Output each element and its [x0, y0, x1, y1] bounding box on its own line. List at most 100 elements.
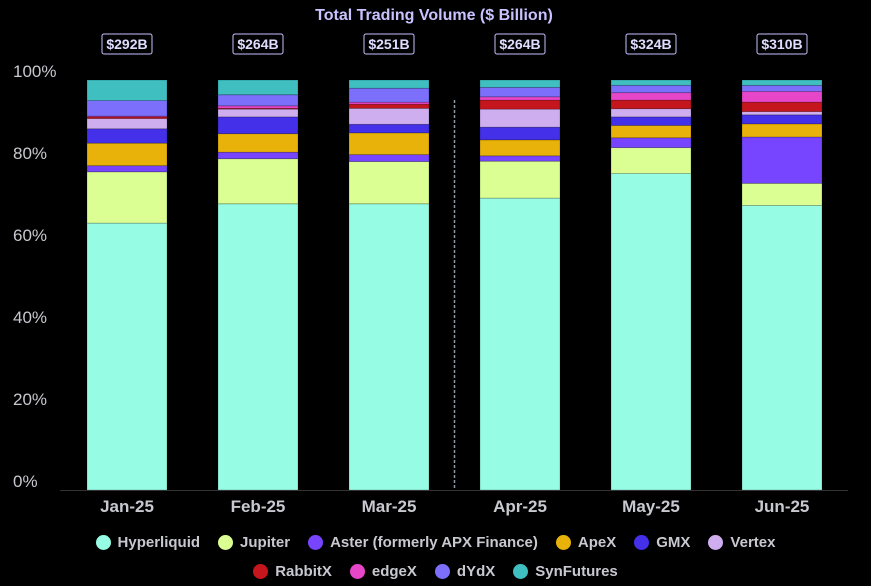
bar-segment-vertex — [479, 108, 561, 128]
total-label: $264B — [237, 36, 278, 52]
bar-segment-aster — [610, 137, 692, 149]
bar-segment-dydx — [741, 84, 823, 92]
bar-segment-rabbitx — [610, 99, 692, 110]
bar-segment-rabbitx — [479, 99, 561, 110]
y-tick-label: 20% — [13, 390, 47, 409]
total-label: $251B — [368, 36, 409, 52]
legend-label: dYdX — [456, 563, 496, 580]
legend-label: RabbitX — [275, 563, 332, 580]
total-label-box — [101, 33, 153, 55]
x-tick-label: Jun-25 — [755, 497, 810, 516]
legend-swatch-icon — [218, 535, 234, 550]
total-label-box — [363, 33, 415, 55]
legend-item[interactable]: Vertex — [708, 534, 775, 551]
bar-segment-aster — [86, 165, 168, 173]
bar-segment-apex — [741, 123, 823, 138]
y-tick-label: 100% — [13, 62, 56, 81]
bar-stack-May-25 — [610, 79, 692, 491]
bar-segment-vertex — [86, 118, 168, 130]
legend-swatch-icon — [253, 564, 269, 579]
bar-segment-vertex — [217, 108, 299, 118]
x-tick-label: Mar-25 — [362, 497, 417, 516]
bar-segment-gmx — [741, 114, 823, 125]
bar-segment-dydx — [479, 86, 561, 98]
bar-segment-synfutures — [348, 79, 430, 89]
legend-item[interactable]: dYdX — [434, 563, 496, 580]
legend-item[interactable]: RabbitX — [253, 563, 332, 580]
bar-segment-dydx — [217, 94, 299, 107]
legend-item[interactable]: GMX — [634, 534, 690, 551]
total-label: $310B — [761, 36, 802, 52]
legend-item[interactable]: Aster (formerly APX Finance) — [308, 534, 538, 551]
bar-segment-gmx — [217, 116, 299, 135]
bar-stack-Mar-25 — [348, 79, 430, 491]
bar-segment-apex — [86, 142, 168, 167]
bar-segment-edgex — [479, 96, 561, 101]
bar-segment-synfutures — [479, 79, 561, 88]
bar-segment-apex — [479, 139, 561, 157]
bar-segment-jupiter — [741, 182, 823, 206]
bar-segment-aster — [741, 136, 823, 184]
bar-stack-Jan-25 — [86, 79, 168, 491]
bar-stack-Feb-25 — [217, 79, 299, 491]
legend-item[interactable]: edgeX — [349, 563, 417, 580]
legend-swatch-icon — [95, 535, 111, 550]
legend-label: ApeX — [577, 534, 617, 551]
bar-stack-Jun-25 — [741, 79, 823, 491]
y-tick-label: 40% — [13, 308, 47, 327]
bar-segment-jupiter — [217, 158, 299, 205]
legend-item[interactable]: ApeX — [555, 534, 617, 551]
bar-segment-rabbitx — [348, 103, 430, 109]
bar-segment-gmx — [479, 126, 561, 141]
legend: Hyperliquid Jupiter Aster (formerly APX Fi… — [0, 534, 871, 551]
bar-segment-gmx — [86, 128, 168, 144]
y-tick-label: 60% — [13, 226, 47, 245]
bar-segment-edgex — [610, 92, 692, 101]
legend-label: Jupiter — [240, 534, 291, 551]
legend-label: SynFutures — [535, 563, 618, 580]
bar-segment-aster — [217, 151, 299, 160]
legend-label: GMX — [656, 534, 691, 551]
total-label: $264B — [499, 36, 540, 52]
bar-segment-synfutures — [610, 79, 692, 86]
bar-segment-hyperliquid — [348, 203, 430, 491]
legend-item[interactable]: SynFutures — [513, 563, 618, 580]
legend-swatch-icon — [634, 535, 650, 550]
legend-item[interactable]: Jupiter — [218, 534, 290, 551]
bar-segment-dydx — [610, 84, 692, 94]
legend-label: Vertex — [730, 534, 776, 551]
bar-segment-dydx — [348, 87, 430, 103]
y-tick-label: 0% — [13, 472, 38, 491]
legend-swatch-icon — [434, 564, 450, 579]
bar-segment-aster — [348, 154, 430, 162]
chart-title: Total Trading Volume ($ Billion) — [315, 7, 553, 24]
bar-segment-synfutures — [86, 79, 168, 101]
bar-segment-apex — [217, 133, 299, 153]
bar-segment-apex — [610, 125, 692, 139]
bar-segment-hyperliquid — [217, 203, 299, 491]
legend-label: Hyperliquid — [117, 534, 201, 551]
bar-segment-edgex — [741, 91, 823, 103]
legend-swatch-icon — [308, 535, 324, 550]
bar-stack-Apr-25 — [479, 79, 561, 491]
bar-segment-jupiter — [86, 171, 168, 224]
legend-item[interactable]: Hyperliquid — [95, 534, 201, 551]
bar-segment-gmx — [348, 123, 430, 134]
bar-segment-synfutures — [741, 79, 823, 86]
bar-segment-hyperliquid — [86, 222, 168, 491]
x-tick-label: Apr-25 — [493, 497, 547, 516]
bar-segment-dydx — [86, 100, 168, 117]
total-label-box — [232, 33, 284, 55]
bar-segment-vertex — [348, 107, 430, 125]
bar-segment-synfutures — [217, 79, 299, 96]
legend-label: edgeX — [371, 563, 417, 580]
bar-segment-gmx — [610, 116, 692, 126]
legend-swatch-icon — [349, 564, 365, 579]
x-tick-label: Feb-25 — [231, 497, 286, 516]
bar-segment-aster — [479, 155, 561, 162]
bar-segment-jupiter — [479, 160, 561, 199]
legend-row-2: RabbitX edgeX dYdX SynFutures — [0, 563, 871, 580]
bar-segment-hyperliquid — [479, 197, 561, 491]
bar-segment-jupiter — [348, 161, 430, 205]
